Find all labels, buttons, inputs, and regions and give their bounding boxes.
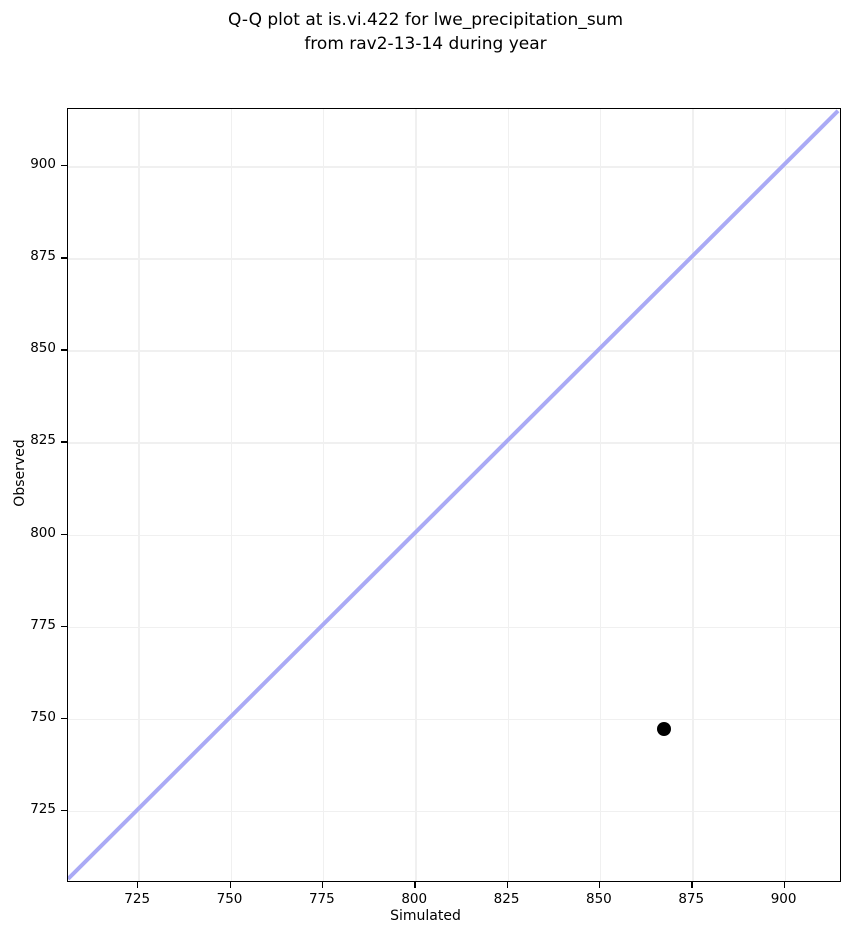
tick-mark-x-800: [414, 882, 416, 888]
tick-mark-y-875: [61, 257, 67, 259]
tick-label-x-875: 875: [678, 891, 705, 907]
tick-label-y-800: 800: [30, 524, 56, 541]
tick-label-y-750: 750: [30, 708, 56, 725]
gridline-horizontal-775: [68, 626, 840, 629]
gridline-vertical-825: [507, 109, 509, 881]
tick-label-x-900: 900: [770, 891, 797, 907]
x-axis-label: Simulated: [390, 908, 461, 924]
tick-label-x-800: 800: [401, 891, 428, 907]
tick-mark-y-825: [61, 441, 67, 443]
tick-label-x-750: 750: [216, 891, 243, 907]
tick-label-y-875: 875: [30, 248, 56, 265]
tick-mark-x-900: [783, 882, 785, 888]
gridline-horizontal-725: [68, 810, 840, 813]
gridline-horizontal-900: [68, 166, 840, 168]
tick-label-x-850: 850: [586, 891, 612, 907]
gridline-vertical-875: [692, 109, 694, 881]
gridline-horizontal-875: [68, 258, 840, 260]
y-axis-label: Observed: [12, 439, 28, 507]
tick-mark-y-725: [61, 809, 67, 812]
tick-mark-y-775: [61, 625, 67, 628]
gridline-vertical-850: [599, 109, 602, 881]
tick-label-x-775: 775: [308, 891, 335, 907]
tick-label-x-725: 725: [124, 891, 151, 907]
gridline-horizontal-825: [68, 442, 840, 444]
gridline-vertical-750: [230, 109, 232, 881]
tick-mark-x-850: [598, 882, 601, 888]
gridline-vertical-775: [322, 109, 325, 881]
tick-mark-y-850: [61, 349, 67, 351]
tick-label-y-725: 725: [30, 800, 56, 817]
chart-title: Q-Q plot at is.vi.422 for lwe_precipitat…: [227, 10, 624, 54]
tick-mark-y-750: [61, 717, 67, 720]
tick-mark-y-800: [61, 533, 67, 535]
tick-mark-x-825: [506, 882, 508, 888]
gridline-vertical-725: [138, 109, 140, 881]
one-to-one-reference-line: [68, 109, 840, 881]
gridline-horizontal-800: [68, 534, 840, 536]
tick-label-y-850: 850: [30, 340, 56, 357]
tick-label-y-900: 900: [30, 156, 56, 173]
reference-line-svg: [68, 109, 840, 881]
gridline-horizontal-750: [68, 718, 840, 721]
tick-mark-x-875: [691, 882, 693, 888]
gridline-vertical-800: [415, 109, 417, 881]
data-point-quantile: [656, 721, 671, 736]
tick-mark-y-900: [61, 165, 67, 167]
tick-label-y-775: 775: [30, 616, 56, 633]
tick-label-x-825: 825: [493, 891, 520, 907]
plot-area: [67, 108, 841, 882]
tick-mark-x-725: [137, 882, 139, 888]
tick-mark-x-750: [229, 882, 231, 888]
tick-mark-x-775: [321, 882, 324, 888]
tick-label-y-825: 825: [30, 432, 56, 449]
gridline-horizontal-850: [68, 350, 840, 352]
gridline-vertical-900: [784, 109, 786, 881]
